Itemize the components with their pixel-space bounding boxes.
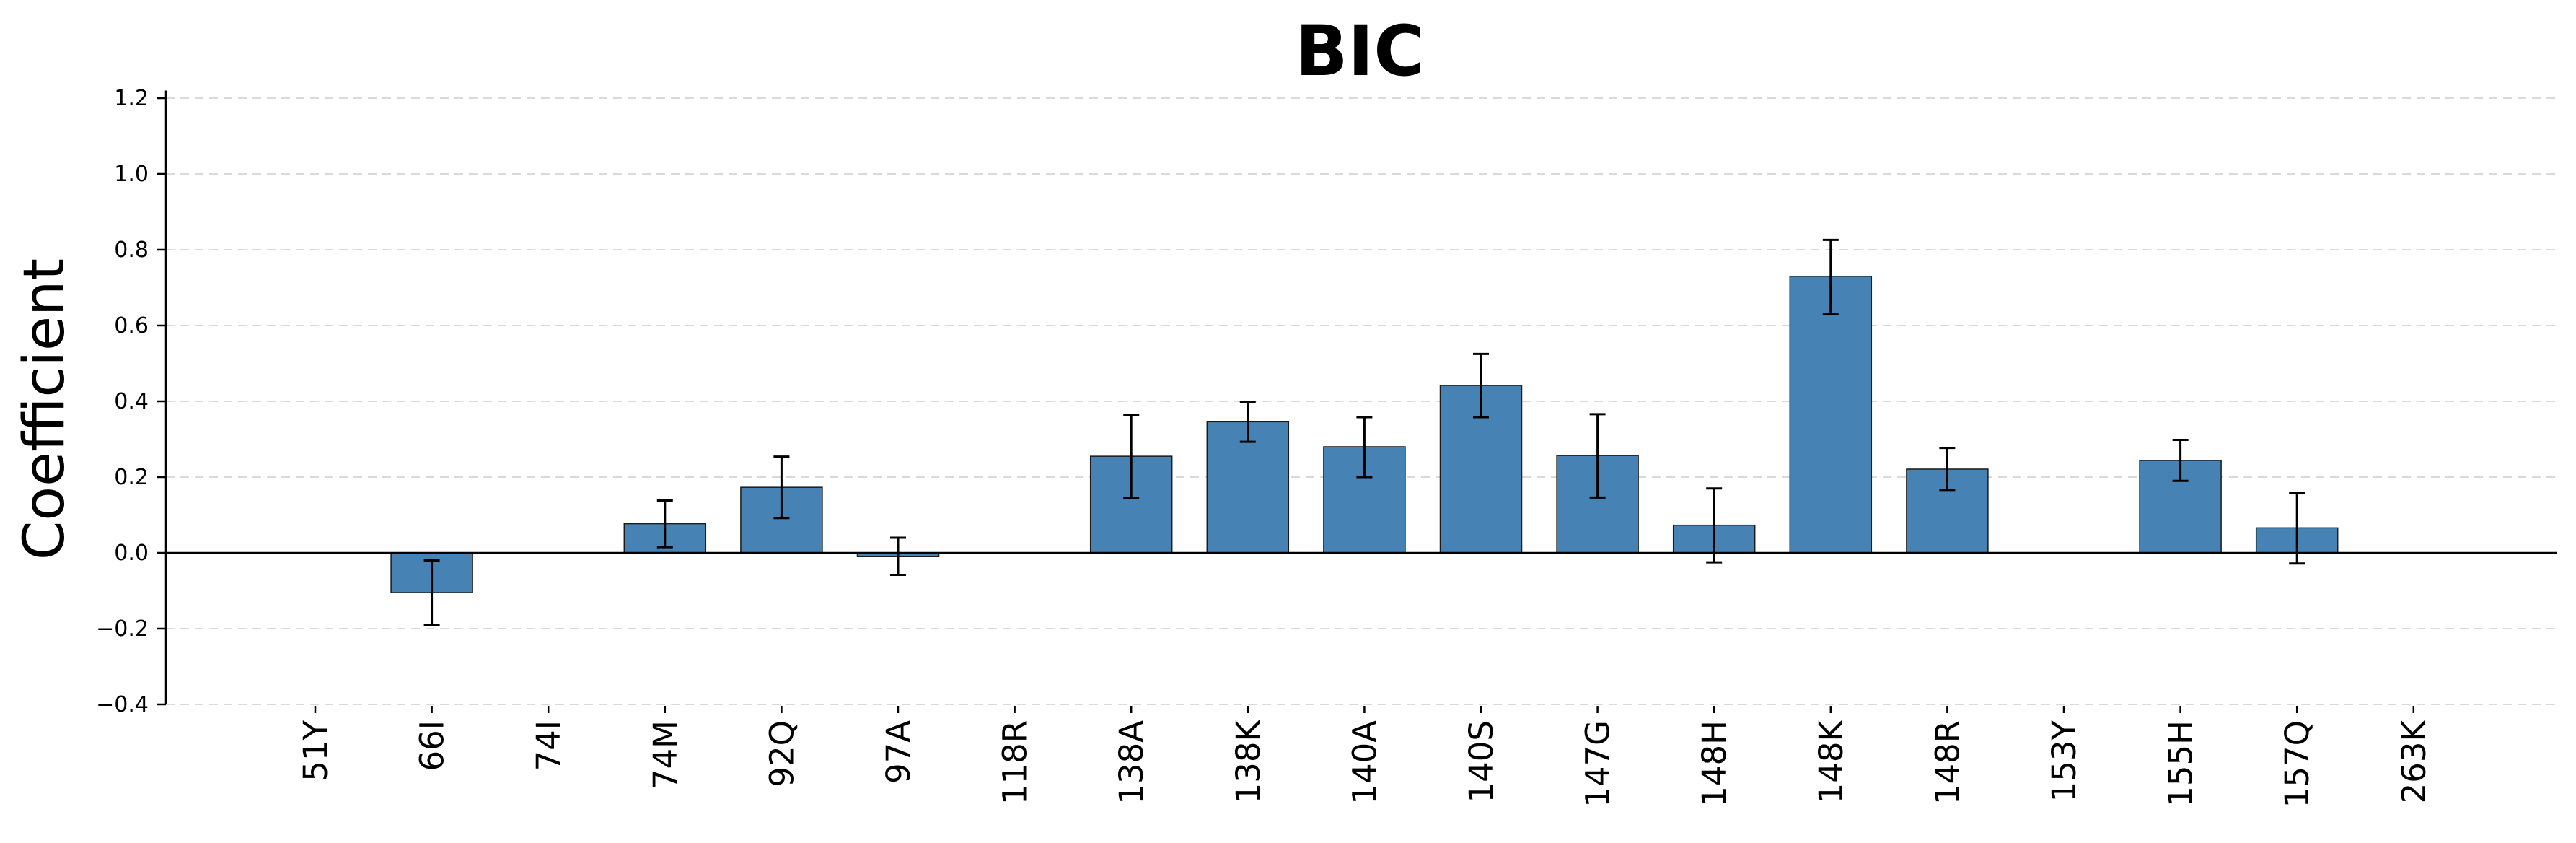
y-tick-label: 0.8 [114,237,149,263]
x-tick-label: 140A [1345,720,1384,805]
x-tick-label: 138K [1229,720,1267,804]
x-tick-label: 138A [1112,720,1151,805]
x-tick-label: 140S [1462,720,1500,803]
y-axis-label: Coefficient [12,258,77,560]
x-tick-label: 66I [413,720,452,772]
y-tick-label: 1.2 [114,86,149,111]
y-ticks: −0.4 −0.2 0.0 0.2 0.4 0.6 0.8 1.0 1.2 [96,86,166,717]
bar [1789,276,1873,554]
bars [273,276,2456,593]
y-tick-label: 0.2 [114,465,149,490]
x-ticks: 51Y 66I 74I 74M 92Q 97A 118R 138A 138K 140A 140S 14… [296,706,2433,808]
x-tick-label: 148H [1695,720,1733,807]
x-tick-label: 74M [646,720,685,790]
x-tick-label: 97A [879,720,918,784]
x-tick-label: 51Y [296,720,335,781]
x-tick-label: 118R [996,720,1034,805]
axes [164,90,2557,704]
y-tick-label: 1.0 [114,162,149,187]
x-tick-label: 148R [1928,720,1966,805]
chart-title: BIC [1295,11,1424,92]
x-tick-label: 155H [2162,720,2200,807]
gridlines [166,97,2557,705]
y-tick-label: 0.0 [114,541,149,566]
x-tick-label: 74I [529,720,568,772]
x-tick-label: 148K [1812,720,1850,804]
x-tick-label: 147G [1579,720,1617,808]
x-tick-label: 157Q [2278,720,2316,808]
x-tick-label: 92Q [762,720,801,787]
y-tick-label: 0.6 [114,313,149,338]
x-tick-label: 153Y [2045,720,2083,802]
y-tick-label: −0.2 [96,616,149,642]
y-tick-label: 0.4 [114,389,149,414]
x-tick-label: 263K [2395,720,2433,804]
error-bars [423,238,2305,626]
y-tick-label: −0.4 [96,692,149,717]
